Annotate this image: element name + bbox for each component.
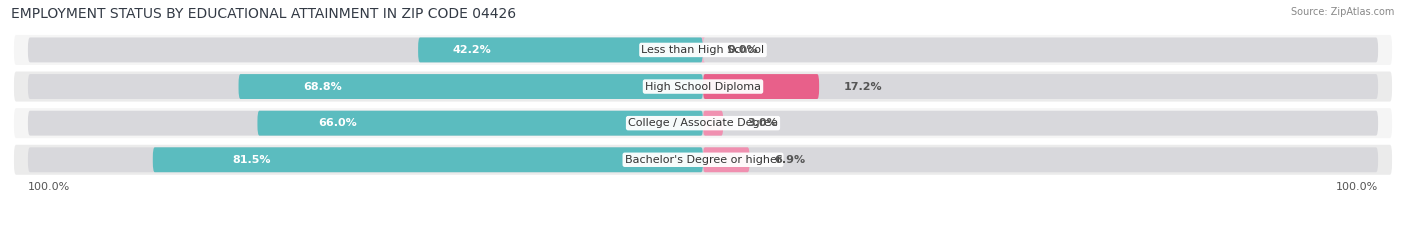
Text: Source: ZipAtlas.com: Source: ZipAtlas.com (1291, 7, 1395, 17)
Text: 68.8%: 68.8% (302, 82, 342, 92)
Text: 0.0%: 0.0% (727, 45, 758, 55)
Text: EMPLOYMENT STATUS BY EDUCATIONAL ATTAINMENT IN ZIP CODE 04426: EMPLOYMENT STATUS BY EDUCATIONAL ATTAINM… (11, 7, 516, 21)
FancyBboxPatch shape (257, 111, 703, 136)
FancyBboxPatch shape (28, 74, 1378, 99)
Text: Bachelor's Degree or higher: Bachelor's Degree or higher (624, 155, 782, 165)
Text: 66.0%: 66.0% (318, 118, 357, 128)
FancyBboxPatch shape (703, 74, 820, 99)
FancyBboxPatch shape (702, 38, 704, 62)
FancyBboxPatch shape (14, 35, 1392, 65)
FancyBboxPatch shape (14, 145, 1392, 175)
Text: College / Associate Degree: College / Associate Degree (628, 118, 778, 128)
Text: 6.9%: 6.9% (773, 155, 806, 165)
Text: High School Diploma: High School Diploma (645, 82, 761, 92)
FancyBboxPatch shape (14, 108, 1392, 138)
Text: 3.0%: 3.0% (748, 118, 779, 128)
FancyBboxPatch shape (703, 147, 749, 172)
FancyBboxPatch shape (418, 38, 703, 62)
FancyBboxPatch shape (14, 72, 1392, 102)
FancyBboxPatch shape (28, 111, 1378, 136)
FancyBboxPatch shape (28, 38, 1378, 62)
Text: 17.2%: 17.2% (844, 82, 882, 92)
FancyBboxPatch shape (703, 111, 723, 136)
Text: 100.0%: 100.0% (28, 182, 70, 192)
FancyBboxPatch shape (153, 147, 703, 172)
Text: Less than High School: Less than High School (641, 45, 765, 55)
Text: 81.5%: 81.5% (232, 155, 271, 165)
FancyBboxPatch shape (28, 147, 1378, 172)
Text: 42.2%: 42.2% (453, 45, 492, 55)
FancyBboxPatch shape (239, 74, 703, 99)
Text: 100.0%: 100.0% (1336, 182, 1378, 192)
